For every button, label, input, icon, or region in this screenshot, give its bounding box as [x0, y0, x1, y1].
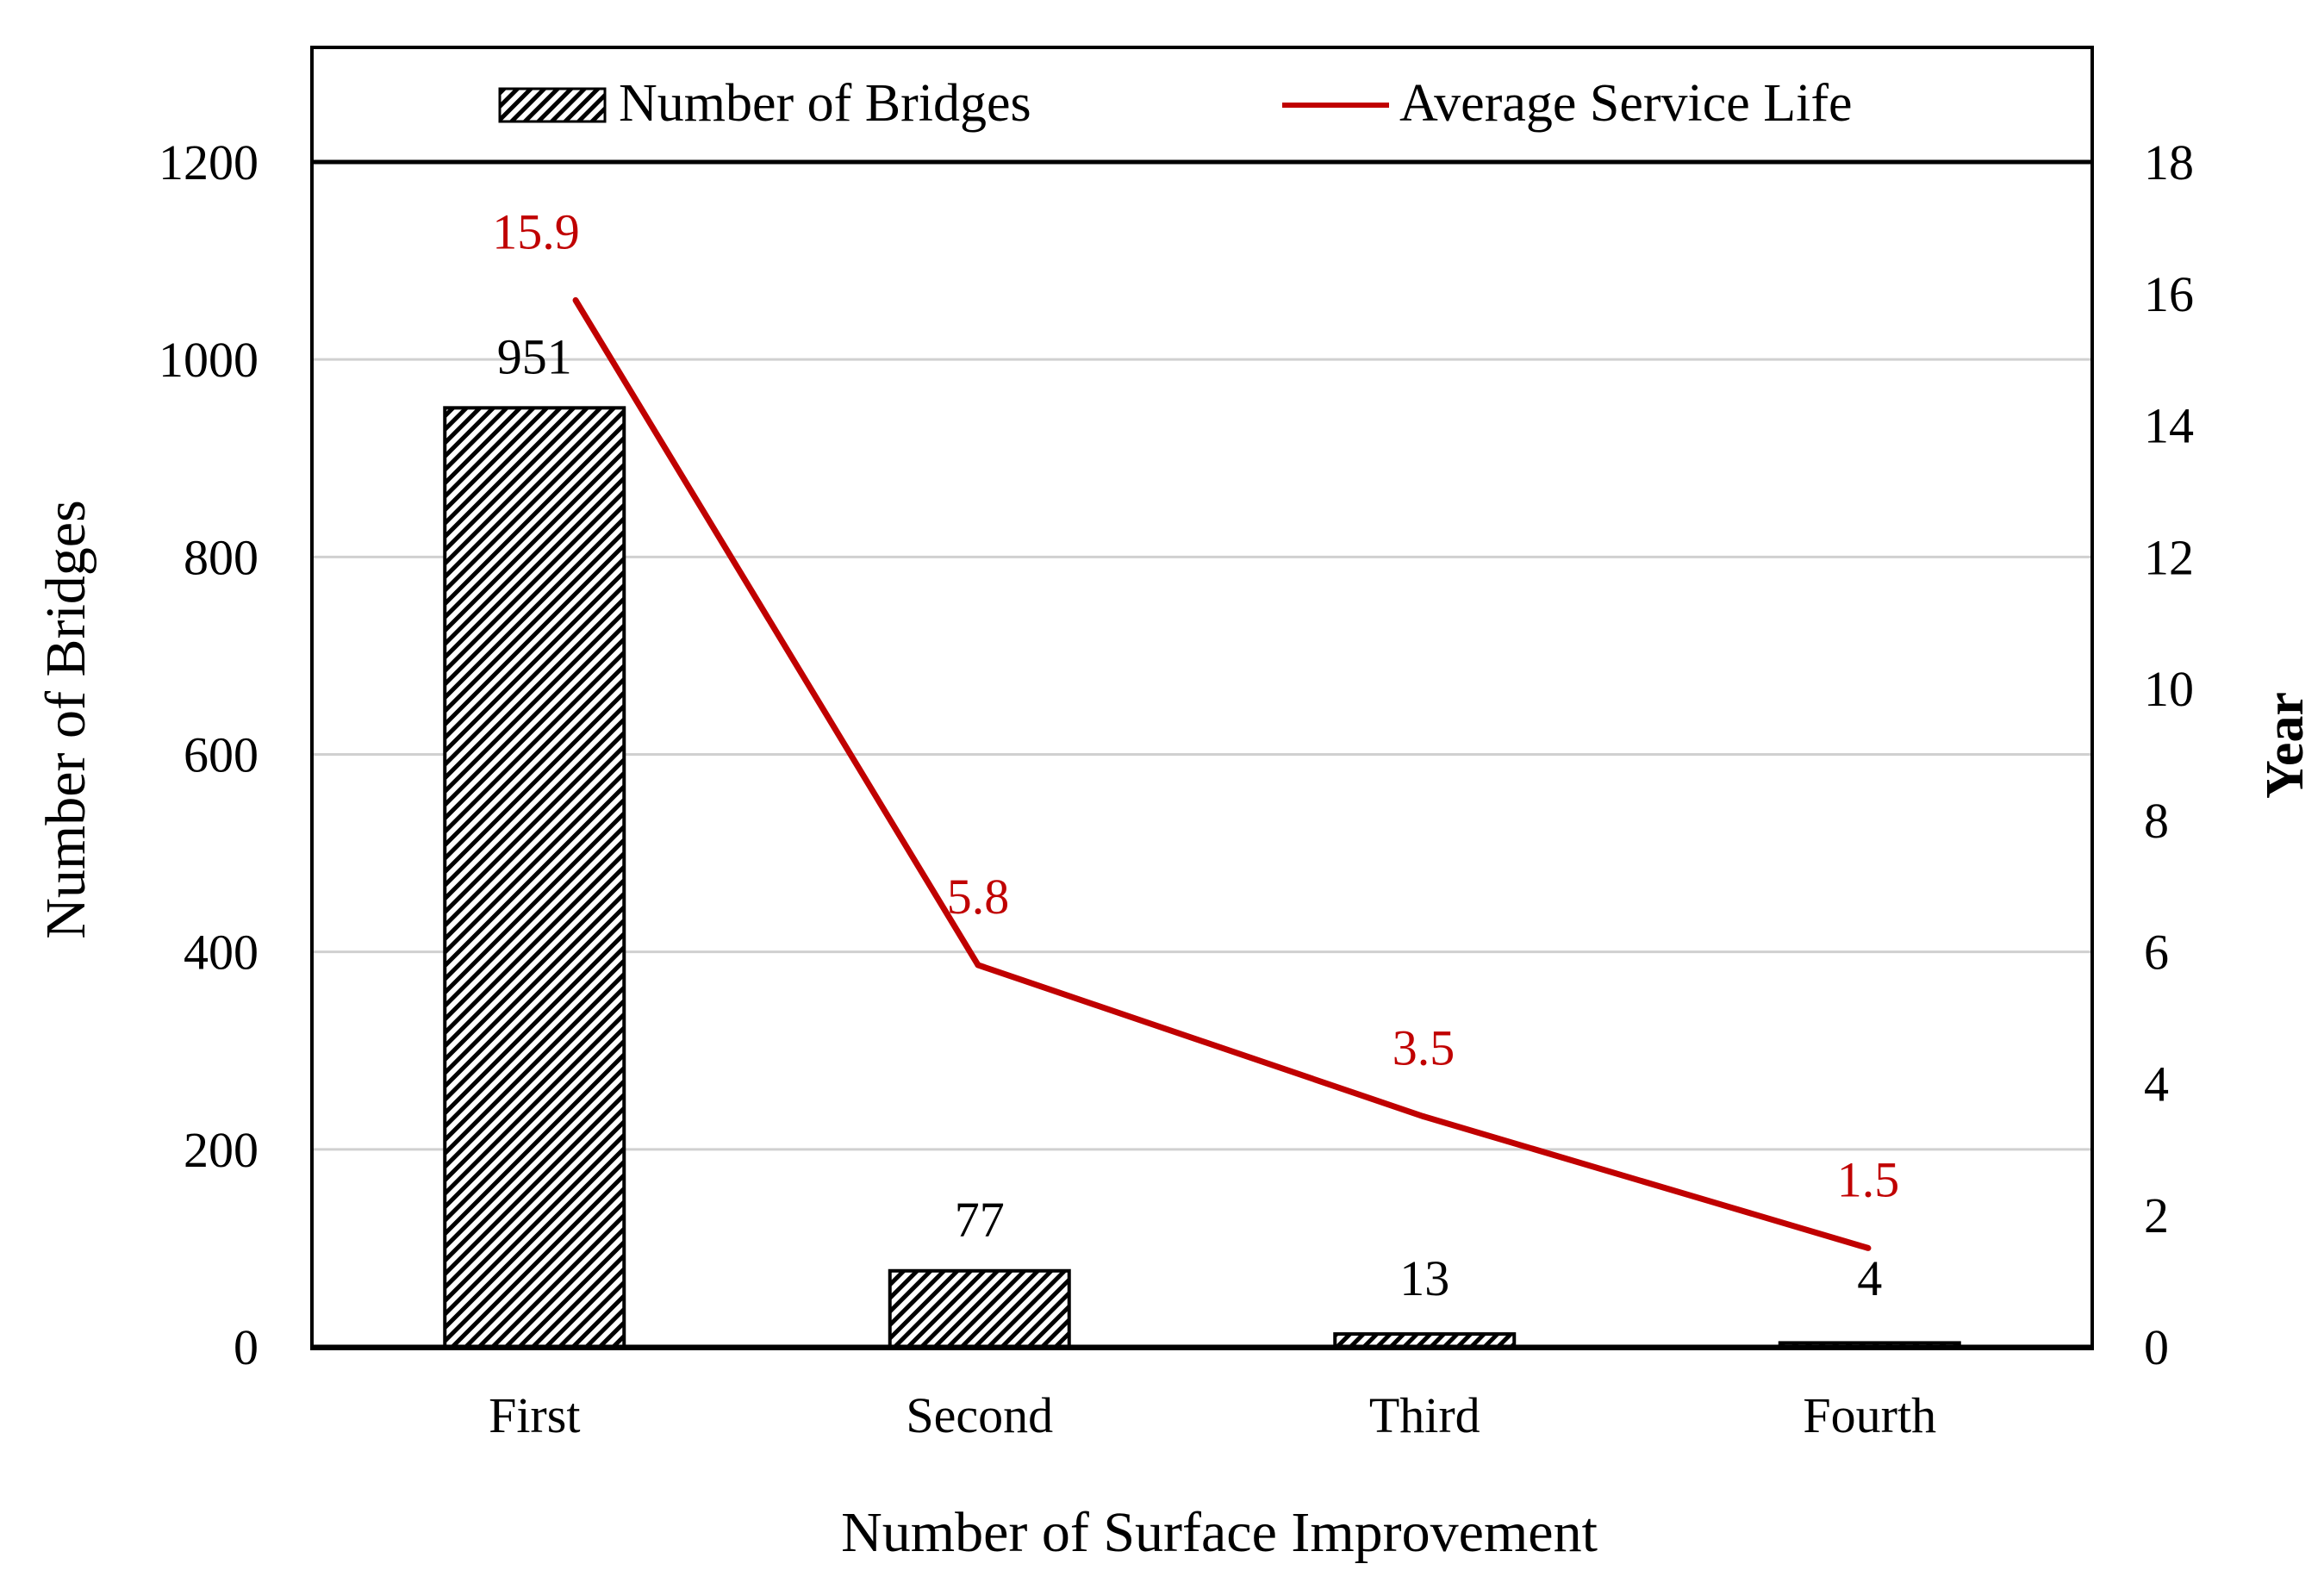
y2-tick-label-10: 10	[2144, 661, 2194, 717]
y-axis-title: Number of Bridges	[34, 500, 97, 939]
bar-label-third: 13	[1399, 1250, 1449, 1306]
service-life-point-third	[1420, 1113, 1427, 1120]
x-tick-label-first: First	[489, 1387, 580, 1443]
left-axis-ticks: 0 200 400 600 800 1000 1200	[159, 134, 259, 1375]
line-data-labels: 15.9 5.8 3.5 1.5	[492, 203, 1899, 1207]
y-tick-label-0: 0	[234, 1319, 259, 1375]
y2-tick-label-14: 14	[2144, 398, 2194, 454]
y2-tick-label-2: 2	[2144, 1187, 2169, 1243]
y2-tick-label-0: 0	[2144, 1319, 2169, 1375]
y-tick-label-800: 800	[184, 529, 259, 585]
y-tick-label-1000: 1000	[159, 332, 259, 388]
bar-first	[443, 406, 626, 1349]
bar-series	[312, 406, 2092, 1349]
legend-label-bars: Number of Bridges	[619, 74, 1031, 133]
y2-tick-label-18: 18	[2144, 134, 2194, 190]
y2-axis-title: Year	[2256, 692, 2315, 799]
y-tick-label-200: 200	[184, 1122, 259, 1178]
bar-label-fourth: 4	[1857, 1250, 1882, 1306]
category-axis-ticks: First Second Third Fourth	[489, 1387, 1936, 1443]
service-life-point-second	[975, 962, 981, 969]
y-tick-label-600: 600	[184, 727, 259, 783]
line-label-fourth: 1.5	[1837, 1151, 1900, 1207]
y2-tick-label-4: 4	[2144, 1056, 2169, 1112]
right-axis-ticks: 0 2 4 6 8 10 12 14 16 18	[2144, 134, 2194, 1375]
x-tick-label-third: Third	[1369, 1387, 1480, 1443]
line-label-second: 5.8	[947, 869, 1010, 925]
x-tick-label-fourth: Fourth	[1803, 1387, 1936, 1443]
bar-second	[888, 1268, 1071, 1349]
line-series	[572, 296, 1872, 1251]
line-label-third: 3.5	[1393, 1020, 1455, 1076]
legend-label-line: Average Service Life	[1399, 74, 1853, 133]
y-tick-label-400: 400	[184, 925, 259, 981]
service-life-point-first	[572, 296, 579, 303]
bar-label-second: 77	[955, 1192, 1005, 1248]
bar-label-first: 951	[497, 328, 572, 384]
bar-data-labels: 951 77 13 4	[497, 328, 1883, 1306]
y2-tick-label-12: 12	[2144, 529, 2194, 585]
service-life-line	[573, 298, 1869, 1251]
y-tick-label-1200: 1200	[159, 134, 259, 190]
x-axis-title: Number of Surface Improvement	[841, 1501, 1598, 1564]
line-label-first: 15.9	[492, 203, 580, 259]
y2-tick-label-8: 8	[2144, 793, 2169, 849]
service-life-point-fourth	[1865, 1244, 1872, 1251]
plot-frame	[310, 46, 2094, 1350]
y2-tick-label-16: 16	[2144, 266, 2194, 322]
x-tick-label-second: Second	[906, 1387, 1053, 1443]
legend: Number of Bridges Average Service Life	[498, 74, 1853, 133]
y2-tick-label-6: 6	[2144, 925, 2169, 981]
legend-swatch-bars	[498, 87, 607, 123]
